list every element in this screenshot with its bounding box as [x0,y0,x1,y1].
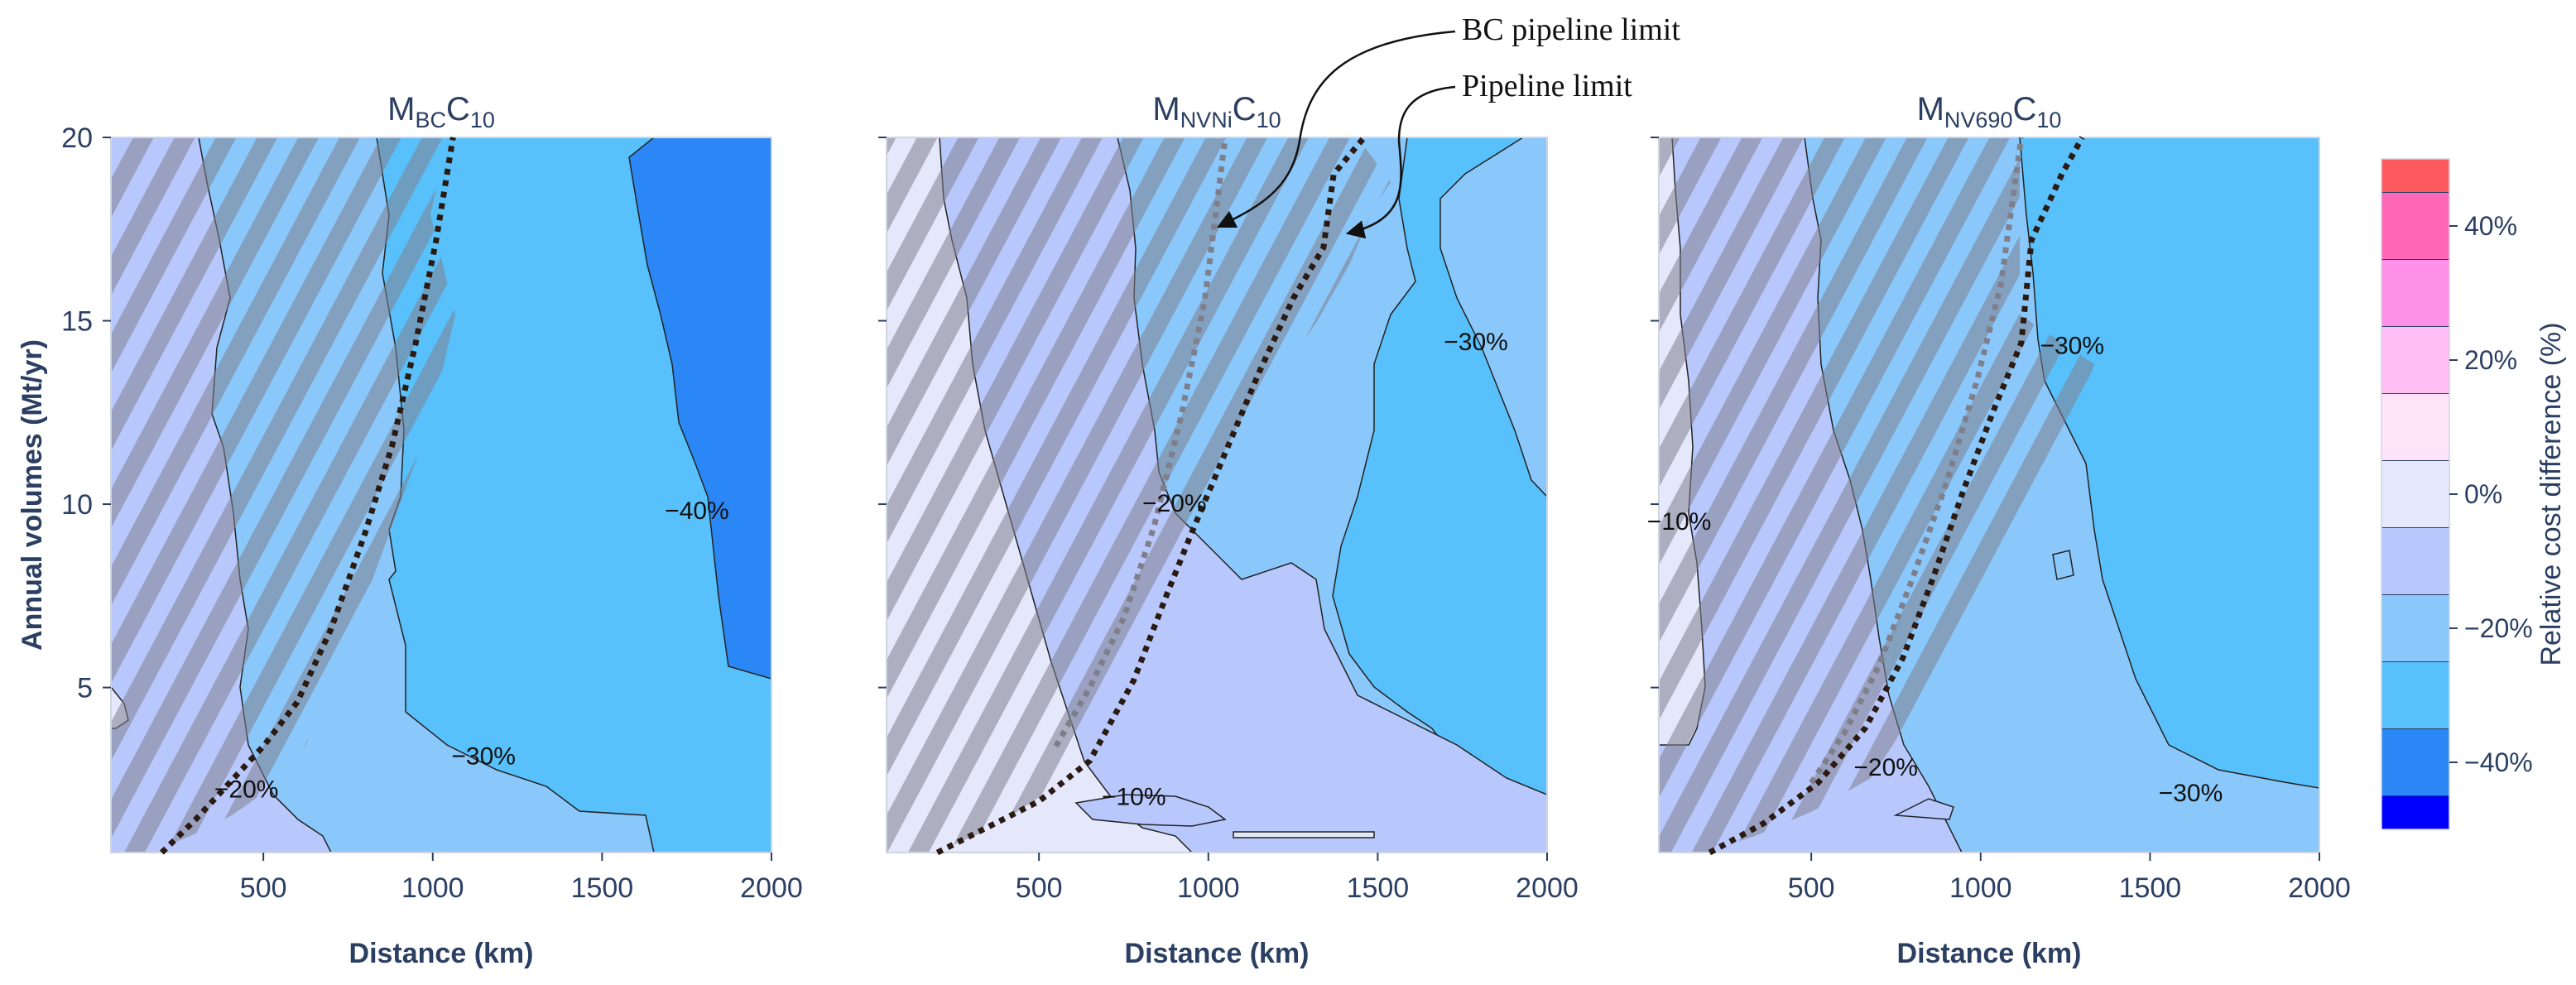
band-minus10-island [1893,798,1954,820]
colorbar-block [2381,728,2449,796]
y-tick-label: 15 [61,306,93,338]
x-axis-title: Distance (km) [1125,938,1310,969]
contour-labels: −20% −30% −10% [1102,329,1508,810]
band-minus10-island [1074,794,1227,827]
annotation-bc-pipeline-limit: BC pipeline limit [1462,12,1680,47]
colorbar-block [2381,594,2449,662]
annotation-arrow [1345,85,1456,239]
colorbar-block [2381,460,2449,528]
contour-fill [887,137,1547,853]
pipeline-limit-line [935,135,1367,856]
contour-label: −30% [2159,780,2223,807]
x-ticks: 500 1000 1500 2000 [1788,853,2351,904]
x-ticks: 500 1000 1500 2000 [1016,853,1579,904]
band-minus20-island [2052,550,2074,580]
plot-frame [110,137,772,853]
panel-title: MNVNiC10 [1152,91,1281,132]
contour-label: −10% [1102,783,1166,810]
colorbar-blocks [2381,159,2449,829]
colorbar-tick-label: 0% [2464,479,2502,509]
annotation-pipeline-limit: Pipeline limit [1462,69,1632,103]
contour-label: −10% [1647,508,1712,536]
contour-label: −20% [214,776,279,804]
contour-label: −40% [665,497,729,525]
colorbar-block [2381,159,2449,193]
y-tick-label: 20 [61,123,93,154]
x-tick-label: 2000 [740,872,803,904]
x-axis-title: Distance (km) [349,938,534,969]
contour-fill [1659,137,2319,853]
contour-label: −20% [1142,490,1207,517]
band-0-strip [1233,831,1375,838]
x-tick-label: 500 [1788,872,1835,904]
colorbar-title: Relative cost difference (%) [2535,322,2567,665]
band-minus30-b [1439,137,1547,498]
x-tick-label: 1500 [571,872,634,904]
y-ticks [878,137,887,689]
contour-labels: −10% −20% −30% −30% [1647,332,2223,807]
colorbar-block [2381,795,2449,829]
colorbar-ticks: 40% 20% 0% −20% −40% [2449,211,2533,777]
x-tick-label: 1000 [401,872,464,904]
pipeline-limit-line [1708,136,2085,856]
y-tick-label: 10 [61,489,93,521]
x-tick-label: 1500 [2119,872,2182,904]
y-ticks: 5 10 15 20 [61,123,111,704]
x-tick-label: 1000 [1949,872,2012,904]
panel-title: MBCC10 [387,91,495,132]
x-ticks: 500 1000 1500 2000 [240,853,803,904]
colorbar-block [2381,259,2449,327]
x-tick-label: 500 [240,872,287,904]
colorbar-tick-label: 20% [2464,345,2517,375]
x-tick-label: 500 [1016,872,1063,904]
x-tick-label: 1500 [1347,872,1410,904]
colorbar-block [2381,393,2449,461]
pipeline-limit-line [159,137,456,855]
contour-label: −20% [1853,754,1918,781]
plot-frame [886,137,1548,853]
panel-1: MBCC10 −20% −30% −40% 500 1000 1500 2000 5 10 1… [17,91,803,969]
annotations: BC pipeline limit Pipeline limit [1216,12,1680,239]
colorbar-tick-label: −40% [2464,747,2533,777]
panel-2: MNVNiC10 −20% −30% −10% 500 1000 1500 2000 Di… [878,91,1579,969]
x-axis-title: Distance (km) [1897,938,2082,969]
plot-frame [1658,137,2320,853]
x-tick-label: 1000 [1177,872,1240,904]
contour-labels: −20% −30% −40% [214,497,729,804]
y-axis-title: Annual volumes (Mt/yr) [17,339,48,651]
y-ticks [1651,137,1659,689]
band-minus40 [628,137,771,680]
colorbar-block [2381,192,2449,260]
colorbar: 40% 20% 0% −20% −40% Relative cost differenc… [2381,158,2567,830]
x-tick-label: 2000 [1516,872,1579,904]
colorbar-tick-label: 40% [2464,211,2517,241]
contour-label: −30% [2040,332,2104,359]
contour-label: −30% [1444,329,1508,356]
colorbar-block [2381,661,2449,729]
annotation-arrow [1216,30,1456,228]
panel-title: MNV690C10 [1917,91,2062,132]
colorbar-block [2381,527,2449,595]
bc-pipeline-limit-line [1809,137,2025,785]
contour-fill [111,137,771,853]
colorbar-tick-label: −20% [2464,613,2533,643]
y-tick-label: 5 [77,673,93,704]
panel-3: MNV690C10 −10% −20% −30% −30% 500 1000 1500 20… [1647,91,2351,969]
x-tick-label: 2000 [2288,872,2351,904]
contour-label: −30% [451,743,516,771]
colorbar-block [2381,326,2449,394]
